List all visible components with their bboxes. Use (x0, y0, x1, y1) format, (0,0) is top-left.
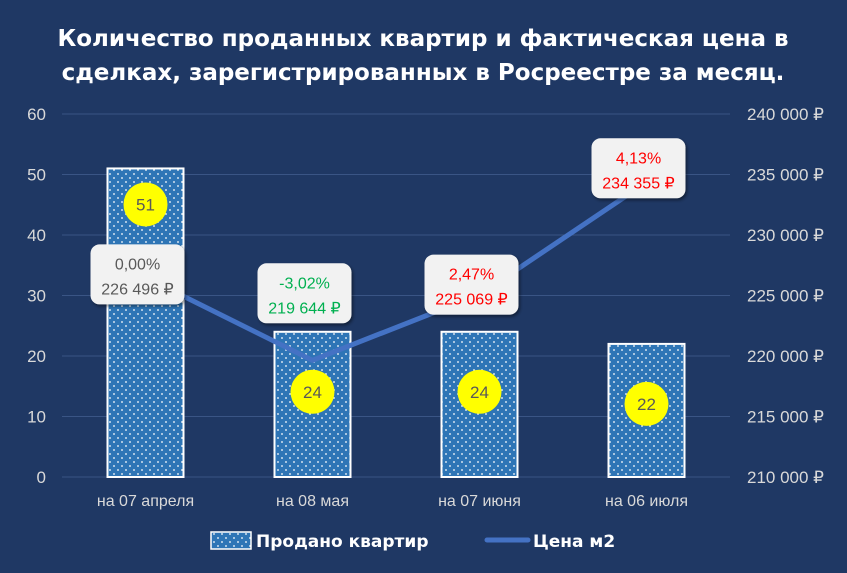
left-tick-label: 0 (37, 468, 46, 487)
right-tick-label: 230 000 ₽ (747, 226, 824, 245)
chart-title-line-2: сделках, зарегистрированных в Росреестре… (62, 60, 785, 86)
right-axis: 210 000 ₽ 215 000 ₽ 220 000 ₽ 225 000 ₽ 230 … (747, 105, 824, 487)
price-label-box: -3,02% 219 644 ₽ (257, 263, 352, 324)
bar-value-badge: 51 (123, 182, 168, 227)
price-change-label: 0,00% (115, 256, 160, 273)
left-axis: 0 10 20 30 40 50 60 (27, 105, 46, 487)
price-label-box: 0,00% 226 496 ₽ (90, 244, 185, 305)
bar-value-label: 51 (136, 195, 155, 214)
legend-label-line: Цена м2 (533, 532, 615, 552)
right-tick-label: 215 000 ₽ (747, 408, 824, 427)
x-tick-label: на 08 мая (276, 493, 349, 510)
left-tick-label: 60 (27, 105, 46, 124)
bar-value-badge: 24 (457, 369, 502, 414)
x-tick-label: на 07 июня (438, 493, 521, 510)
bar-value-circle (624, 381, 669, 426)
legend: Продано квартир Цена м2 (210, 531, 615, 552)
bar-value-badge: 24 (290, 369, 335, 414)
left-tick-label: 50 (27, 166, 46, 185)
left-tick-label: 10 (27, 408, 46, 427)
x-tick-label: на 06 июля (605, 493, 688, 510)
data-labels: 51 24 24 22 0,00% 226 496 ₽ -3,02% 219 644 ₽ 2,4… (90, 138, 686, 426)
price-change-label: 4,13% (616, 150, 661, 167)
legend-label-bars: Продано квартир (256, 532, 429, 552)
price-value-label: 226 496 ₽ (101, 281, 173, 298)
legend-swatch-bars (210, 531, 252, 550)
left-tick-label: 40 (27, 226, 46, 245)
price-point (310, 357, 315, 363)
price-value-label: 219 644 ₽ (268, 300, 340, 317)
price-label-bg (591, 138, 686, 199)
bar-value-label: 24 (470, 383, 489, 402)
price-line (143, 179, 649, 363)
price-change-label: -3,02% (279, 275, 330, 292)
right-tick-label: 225 000 ₽ (747, 287, 824, 306)
x-axis: на 07 апреля на 08 мая на 07 июня на 06 июл… (97, 493, 688, 510)
right-tick-label: 235 000 ₽ (747, 166, 824, 185)
price-line-path (143, 179, 649, 363)
bar-value-label: 22 (637, 395, 656, 414)
bar-value-circle (457, 369, 502, 414)
bar-value-circle (290, 369, 335, 414)
chart-title-line-1: Количество проданных квартир и фактическ… (57, 26, 788, 52)
price-change-label: 2,47% (449, 267, 494, 284)
price-label-bg (424, 254, 519, 315)
bar-value-label: 24 (303, 383, 322, 402)
bar-value-circle (123, 182, 168, 227)
price-label-bg (257, 263, 352, 324)
right-tick-label: 240 000 ₽ (747, 105, 824, 124)
price-label-box: 2,47% 225 069 ₽ (424, 254, 519, 315)
bar-value-badge: 22 (624, 381, 669, 426)
x-tick-label: на 07 апреля (97, 493, 194, 510)
right-tick-label: 210 000 ₽ (747, 468, 824, 487)
left-tick-label: 20 (27, 347, 46, 366)
price-label-bg (90, 244, 185, 305)
price-value-label: 225 069 ₽ (435, 292, 507, 309)
price-label-box: 4,13% 234 355 ₽ (591, 138, 686, 199)
price-value-label: 234 355 ₽ (602, 175, 674, 192)
left-tick-label: 30 (27, 287, 46, 306)
right-tick-label: 220 000 ₽ (747, 347, 824, 366)
